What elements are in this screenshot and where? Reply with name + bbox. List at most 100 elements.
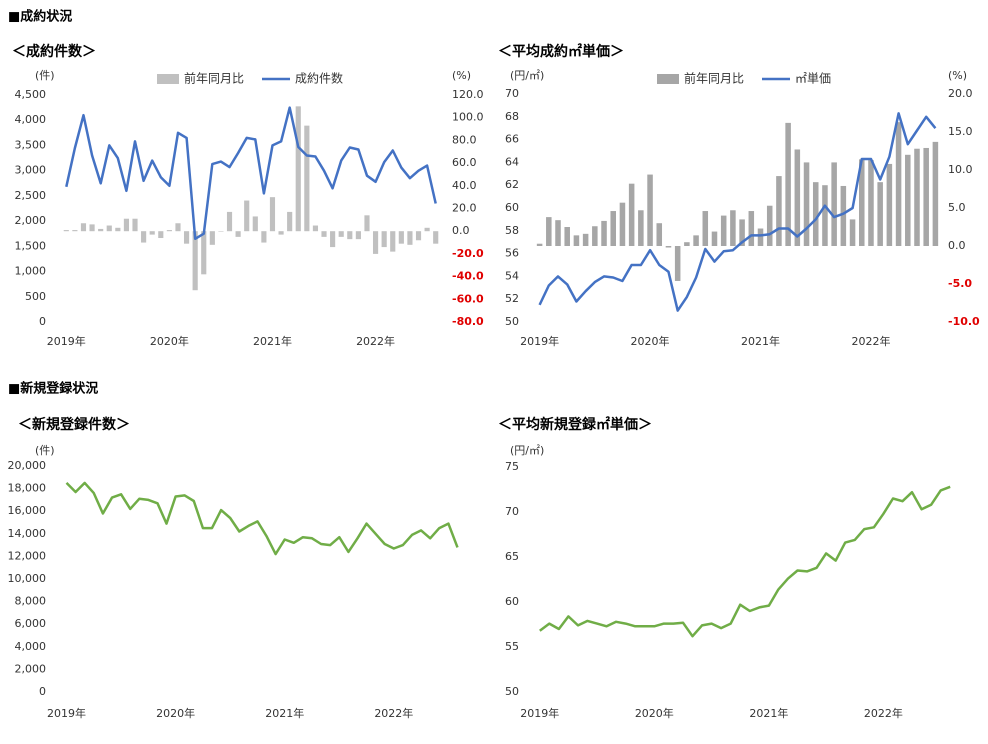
x-tick-label: 2022年 — [864, 706, 903, 720]
y-tick-label: 60 — [505, 201, 519, 214]
bar — [610, 211, 616, 246]
x-tick-label: 2020年 — [631, 334, 670, 348]
bar — [106, 225, 112, 232]
y-tick-label: 60 — [505, 595, 519, 608]
y-tick-label: 10,000 — [8, 572, 47, 585]
bar — [424, 227, 430, 232]
bar — [287, 211, 293, 232]
bar — [269, 197, 276, 232]
y2-tick-label: -10.0 — [948, 315, 980, 328]
bar — [407, 231, 413, 245]
y2-tick-label: -20.0 — [452, 247, 484, 260]
y-tick-label: 70 — [505, 87, 519, 100]
bar — [794, 149, 801, 246]
y-tick-label: 4,000 — [15, 640, 47, 653]
legend-label: ㎡単価 — [795, 72, 831, 86]
x-tick-label: 2021年 — [265, 706, 304, 720]
bar — [209, 231, 215, 245]
bar — [355, 231, 361, 240]
bar — [218, 231, 224, 232]
bar — [803, 162, 810, 246]
chart-title: ＜成約件数＞ — [12, 43, 96, 60]
y2-tick-label: 120.0 — [452, 88, 484, 101]
legend-swatch — [157, 74, 179, 84]
bar — [235, 231, 241, 237]
y2-tick-label: 5.0 — [948, 201, 966, 214]
bar — [433, 231, 439, 244]
bar — [812, 182, 819, 246]
x-tick-label: 2020年 — [150, 334, 189, 348]
y-tick-label: 66 — [505, 133, 519, 146]
bar — [149, 231, 155, 235]
y-tick-label: 56 — [505, 247, 519, 260]
section-title: ■成約状況 — [8, 9, 72, 25]
bar — [582, 233, 589, 246]
bar — [739, 219, 745, 246]
y-axis-label: (円/㎡) — [510, 69, 544, 82]
y-tick-label: 68 — [505, 110, 519, 123]
y-tick-label: 14,000 — [8, 527, 47, 540]
bar — [226, 211, 233, 232]
x-tick-label: 2021年 — [253, 334, 292, 348]
line-series — [538, 112, 937, 312]
bar — [822, 185, 828, 246]
x-tick-label: 2022年 — [851, 334, 890, 348]
y-axis-label: (円/㎡) — [510, 444, 544, 457]
x-tick-label: 2021年 — [741, 334, 780, 348]
y-axis-label: (件) — [35, 444, 55, 457]
bar — [564, 227, 570, 246]
y-tick-label: 54 — [505, 269, 519, 282]
y2-tick-label: -60.0 — [452, 292, 484, 305]
y-tick-label: 0 — [39, 315, 46, 328]
bar — [123, 218, 130, 232]
bar — [573, 235, 580, 246]
chart-title: ＜新規登録件数＞ — [18, 416, 130, 433]
y-tick-label: 1,500 — [15, 239, 47, 252]
bar — [647, 174, 653, 246]
bar — [923, 147, 929, 246]
bar — [201, 231, 207, 275]
x-tick-label: 2020年 — [635, 706, 674, 720]
bar — [905, 154, 911, 246]
bar — [711, 231, 718, 246]
bar — [877, 182, 883, 246]
y-tick-label: 2,000 — [15, 214, 47, 227]
bar — [98, 228, 104, 232]
x-tick-label: 2022年 — [374, 706, 413, 720]
y-tick-label: 70 — [505, 505, 519, 518]
x-tick-label: 2019年 — [47, 334, 86, 348]
bar — [720, 215, 727, 246]
bar — [252, 216, 258, 232]
legend-label: 成約件数 — [295, 71, 343, 86]
bar — [141, 231, 147, 243]
y-tick-label: 64 — [505, 155, 519, 168]
y-axis-label: (件) — [35, 69, 55, 82]
y-tick-label: 2,000 — [15, 662, 47, 675]
y2-tick-label: 0.0 — [948, 239, 966, 252]
bar — [278, 231, 284, 235]
section-title: ■新規登録状況 — [8, 381, 98, 397]
bar — [89, 224, 95, 232]
y-tick-label: 8,000 — [15, 595, 47, 608]
bar — [785, 122, 791, 246]
bar — [312, 225, 319, 232]
y2-axis-label: (%) — [948, 69, 967, 82]
y-tick-label: 52 — [505, 292, 519, 305]
bar — [895, 122, 902, 246]
legend-label: 前年同月比 — [684, 71, 744, 86]
y2-tick-label: -80.0 — [452, 315, 484, 328]
y2-tick-label: 40.0 — [452, 179, 477, 192]
bar — [338, 231, 344, 237]
x-tick-label: 2022年 — [356, 334, 395, 348]
bar — [72, 230, 78, 232]
y-tick-label: 75 — [505, 460, 519, 473]
bar — [748, 211, 755, 246]
y2-tick-label: 20.0 — [452, 202, 477, 215]
y-tick-label: 62 — [505, 178, 519, 191]
y-tick-label: 4,500 — [15, 88, 47, 101]
y-tick-label: 1,000 — [15, 265, 47, 278]
bar — [665, 246, 672, 248]
bar — [132, 218, 138, 232]
line-series — [65, 481, 459, 556]
